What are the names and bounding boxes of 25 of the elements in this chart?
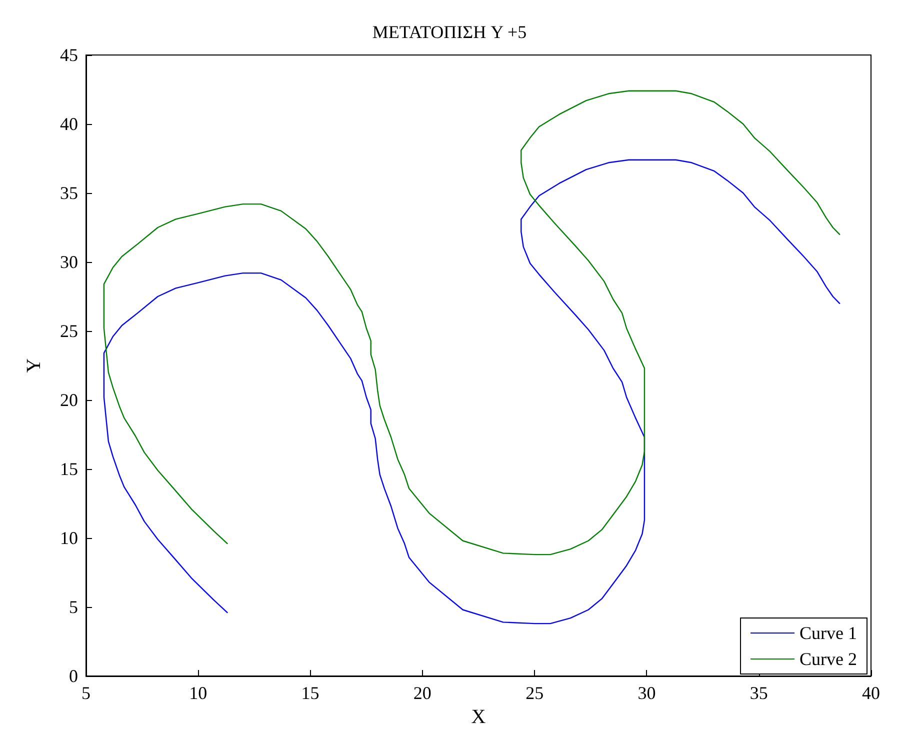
line-series [103,159,840,624]
y-tick-label: 5 [69,597,78,617]
x-tick-label: 5 [82,683,90,703]
y-tick-label: 35 [60,183,78,203]
x-axis-title: X [471,706,486,728]
x-tick-label: 15 [301,683,320,703]
x-tick-label: 35 [750,683,768,703]
y-tick-label: 20 [60,390,78,410]
y-tick-label: 40 [60,114,78,134]
y-tick-label: 30 [60,252,78,272]
x-tick-label: 40 [862,683,880,703]
legend-label: Curve 1 [800,623,858,643]
chart-title: ΜΕΤΑΤΟΠΙΣΗ Y +5 [372,22,527,42]
y-tick-label: 15 [60,459,78,479]
x-tick-label: 20 [413,683,432,703]
y-tick-label: 0 [69,666,78,686]
x-tick-label: 30 [638,683,656,703]
legend-label: Curve 2 [800,649,858,669]
line-series [103,90,840,556]
y-tick-label: 45 [60,45,78,65]
x-tick-label: 10 [189,683,208,703]
y-axis-title: Y [23,358,45,373]
y-tick-label: 10 [60,528,78,548]
y-tick-label: 25 [60,321,78,341]
x-tick-label: 25 [526,683,544,703]
